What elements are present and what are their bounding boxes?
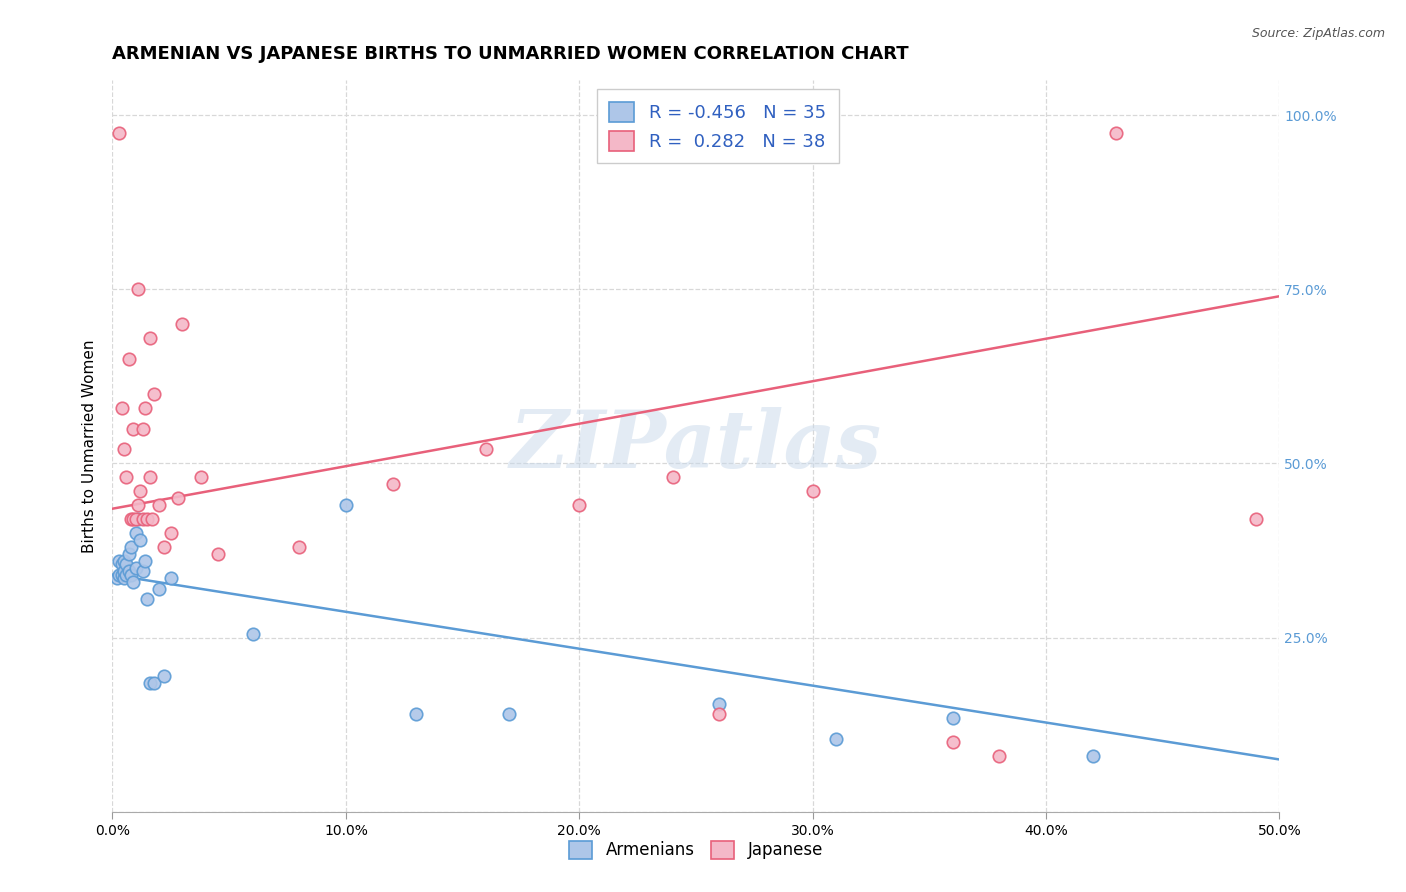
Point bbox=[132, 512, 155, 526]
Point bbox=[115, 470, 138, 484]
Point bbox=[207, 547, 229, 561]
Text: ZIPatlas: ZIPatlas bbox=[510, 408, 882, 484]
Point bbox=[148, 498, 170, 512]
Point bbox=[143, 676, 166, 690]
Text: ARMENIAN VS JAPANESE BIRTHS TO UNMARRIED WOMEN CORRELATION CHART: ARMENIAN VS JAPANESE BIRTHS TO UNMARRIED… bbox=[112, 45, 910, 63]
Point bbox=[153, 669, 176, 683]
Point bbox=[381, 477, 404, 491]
Point bbox=[120, 567, 142, 582]
Point bbox=[115, 558, 138, 572]
Point bbox=[118, 565, 141, 579]
Point bbox=[134, 401, 156, 415]
Point bbox=[942, 711, 965, 725]
Point bbox=[288, 540, 311, 554]
Point bbox=[166, 491, 188, 506]
Point bbox=[148, 582, 170, 596]
Point bbox=[120, 512, 142, 526]
Point bbox=[661, 470, 683, 484]
Y-axis label: Births to Unmarried Women: Births to Unmarried Women bbox=[82, 339, 97, 553]
Point bbox=[129, 533, 152, 547]
Point bbox=[129, 484, 152, 499]
Point bbox=[127, 498, 149, 512]
Point bbox=[132, 565, 155, 579]
Point bbox=[568, 498, 591, 512]
Point bbox=[127, 512, 149, 526]
Point bbox=[111, 567, 134, 582]
Legend: Armenians, Japanese: Armenians, Japanese bbox=[558, 830, 834, 869]
Point bbox=[335, 498, 357, 512]
Point bbox=[108, 554, 131, 568]
Point bbox=[105, 571, 128, 585]
Point bbox=[118, 351, 141, 366]
Point bbox=[172, 317, 194, 331]
Point bbox=[405, 707, 427, 722]
Point bbox=[709, 707, 731, 722]
Point bbox=[942, 735, 965, 749]
Point bbox=[160, 526, 183, 541]
Point bbox=[1105, 126, 1128, 140]
Point bbox=[160, 571, 183, 585]
Point bbox=[118, 547, 141, 561]
Point bbox=[153, 540, 176, 554]
Point bbox=[242, 627, 264, 641]
Point bbox=[139, 331, 162, 345]
Point bbox=[120, 540, 142, 554]
Text: Source: ZipAtlas.com: Source: ZipAtlas.com bbox=[1251, 27, 1385, 40]
Point bbox=[1244, 512, 1267, 526]
Point bbox=[112, 442, 135, 457]
Point bbox=[125, 512, 148, 526]
Point bbox=[143, 386, 166, 401]
Point bbox=[108, 126, 131, 140]
Point bbox=[988, 749, 1011, 764]
Point bbox=[1081, 749, 1104, 764]
Point bbox=[134, 554, 156, 568]
Point bbox=[709, 697, 731, 711]
Point bbox=[190, 470, 212, 484]
Point bbox=[127, 282, 149, 296]
Point bbox=[112, 565, 135, 579]
Point bbox=[801, 484, 824, 499]
Point bbox=[139, 470, 162, 484]
Point bbox=[136, 592, 159, 607]
Point bbox=[122, 421, 145, 435]
Point bbox=[498, 707, 520, 722]
Point bbox=[825, 731, 848, 746]
Point bbox=[122, 512, 145, 526]
Point bbox=[132, 421, 155, 435]
Point bbox=[125, 526, 148, 541]
Point bbox=[122, 574, 145, 589]
Point bbox=[136, 512, 159, 526]
Point bbox=[112, 571, 135, 585]
Point bbox=[111, 558, 134, 572]
Point bbox=[125, 561, 148, 575]
Point bbox=[115, 567, 138, 582]
Point bbox=[112, 554, 135, 568]
Point bbox=[139, 676, 162, 690]
Point bbox=[475, 442, 498, 457]
Point bbox=[141, 512, 163, 526]
Point bbox=[111, 401, 134, 415]
Point bbox=[108, 567, 131, 582]
